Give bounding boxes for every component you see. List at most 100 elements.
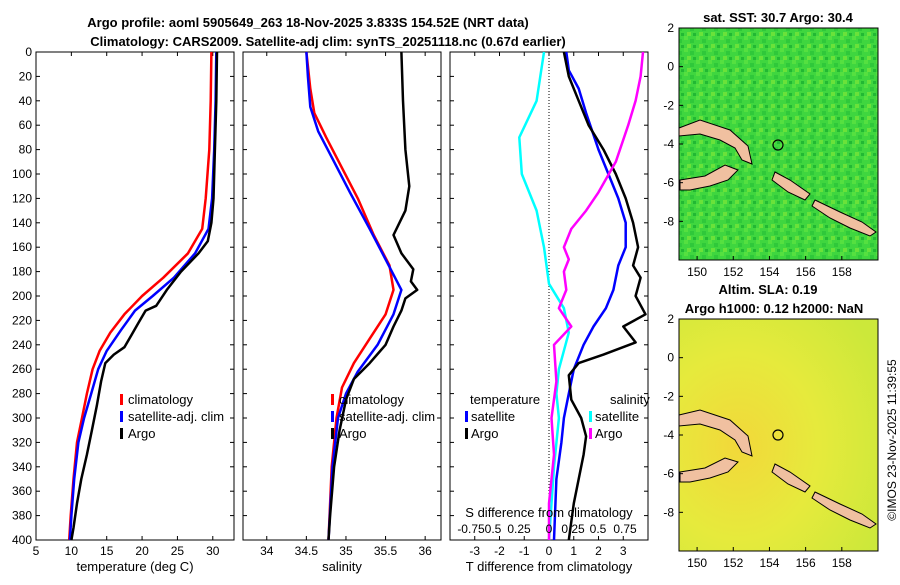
temperature-axes-box xyxy=(35,51,235,541)
s-diff-tick-label: 0.25 xyxy=(507,522,531,536)
legend-climatology-swatch xyxy=(331,394,334,405)
difference-x-ticks: -3 -2 -1 0 1 2 3 xyxy=(469,52,627,558)
s-diff-ticks: -0.75 0.5 0.25 0 0.25 0.5 0.75 xyxy=(457,522,637,536)
legend-s-satellite-label: satellite xyxy=(595,409,639,424)
legend-satellite-swatch xyxy=(331,411,334,422)
map-y-tick-label: -4 xyxy=(663,428,674,442)
y-tick-label: 320 xyxy=(12,435,32,449)
map-y-tick-label: 0 xyxy=(667,351,674,365)
map-y-tick-label: 2 xyxy=(667,312,674,326)
legend-argo-label: Argo xyxy=(128,426,155,441)
argo-location-marker xyxy=(772,429,784,441)
y-tick-label: 220 xyxy=(12,313,32,327)
x-tick-label: 15 xyxy=(100,544,114,558)
y-tick-label: 260 xyxy=(12,362,32,376)
legend-satellite-label: satellite-adj. clim xyxy=(128,409,224,424)
map-x-tick-label: 158 xyxy=(832,556,852,570)
map-x-tick-label: 150 xyxy=(687,556,707,570)
series-line-Argo xyxy=(327,51,419,541)
s-diff-tick-label: 0.5 xyxy=(590,522,607,536)
title-line-2: Climatology: CARS2009. Satellite-adj cli… xyxy=(90,34,565,49)
legend-climatology-label: climatology xyxy=(128,392,194,407)
map-x-tick-label: 158 xyxy=(832,265,852,279)
legend-s-satellite-swatch xyxy=(589,411,592,422)
imos-watermark: ©IMOS 23-Nov-2025 11:39:55 xyxy=(885,359,899,521)
y-tick-label: 380 xyxy=(12,509,32,523)
new-guinea-land xyxy=(678,119,753,165)
s-diff-tick-label: -0.75 xyxy=(457,522,485,536)
solomon-land xyxy=(811,491,877,529)
s-diff-axis-label: S difference from climatology xyxy=(465,505,633,520)
legend-temperature-title: temperature xyxy=(470,392,540,407)
map-y-tick-label: -8 xyxy=(663,505,674,519)
map-y-tick-label: -6 xyxy=(663,467,674,481)
series-line-T-Argo xyxy=(562,51,647,541)
legend-salinity-title: salinity xyxy=(610,392,650,407)
legend-argo-swatch xyxy=(331,428,334,439)
series-line-climatology xyxy=(305,51,395,541)
x-tick-label: 34.5 xyxy=(295,544,319,558)
map-y-tick-label: 2 xyxy=(667,21,674,35)
temperature-panel: 0 20 40 60 80 100 120 140 160 180 200 220 240 260 280 3… xyxy=(12,45,235,574)
map-x-tick-label: 156 xyxy=(796,556,816,570)
x-tick-label: 10 xyxy=(65,544,79,558)
x-tick-label: 5 xyxy=(33,544,40,558)
s-diff-tick-label: 0.75 xyxy=(613,522,637,536)
temperature-x-ticks: 5 10 15 20 25 30 xyxy=(33,52,220,558)
legend-climatology-label: climatology xyxy=(339,392,405,407)
difference-y-ticks xyxy=(450,51,648,541)
map-y-tick-label: -2 xyxy=(663,389,674,403)
x-tick-label: 30 xyxy=(206,544,220,558)
x-tick-label: 20 xyxy=(135,544,149,558)
legend-satellite-label: satellite-adj. clim xyxy=(339,409,435,424)
difference-legend-salinity: salinity satellite Argo xyxy=(589,392,650,441)
sla-map: Altim. SLA: 0.19 Argo h1000: 0.12 h2000:… xyxy=(663,282,879,570)
salinity-legend: climatology satellite-adj. clim Argo xyxy=(331,392,435,441)
y-tick-label: 100 xyxy=(12,167,32,181)
x-tick-label: 2 xyxy=(595,544,602,558)
difference-series xyxy=(518,51,647,541)
map-x-tick-label: 152 xyxy=(723,556,743,570)
salinity-series xyxy=(305,51,419,541)
x-tick-label: -2 xyxy=(494,544,505,558)
series-line-S-satellite xyxy=(518,51,571,541)
sla-map-title-2: Argo h1000: 0.12 h2000: NaN xyxy=(685,301,863,316)
y-tick-label: 0 xyxy=(25,45,32,59)
y-tick-label: 280 xyxy=(12,387,32,401)
y-tick-label: 140 xyxy=(12,216,32,230)
argo-location-marker xyxy=(772,139,784,151)
y-tick-label: 180 xyxy=(12,265,32,279)
salinity-y-ticks xyxy=(243,51,441,541)
map-x-tick-label: 154 xyxy=(759,556,779,570)
y-tick-label: 340 xyxy=(12,460,32,474)
map-x-tick-label: 152 xyxy=(723,265,743,279)
y-tick-label: 120 xyxy=(12,191,32,205)
map-x-tick-label: 150 xyxy=(687,265,707,279)
sla-map-title-1: Altim. SLA: 0.19 xyxy=(719,282,818,297)
y-tick-label: 400 xyxy=(12,533,32,547)
y-tick-label: 40 xyxy=(19,94,33,108)
map-y-tick-label: -4 xyxy=(663,137,674,151)
series-line-Argo xyxy=(70,51,219,541)
bougainville-land xyxy=(771,171,811,201)
x-tick-label: 0 xyxy=(546,544,553,558)
depth-ticks: 0 20 40 60 80 100 120 140 160 180 200 220 240 260 280 3… xyxy=(12,45,234,547)
x-tick-label: 34 xyxy=(260,544,274,558)
x-tick-label: -3 xyxy=(469,544,480,558)
y-tick-label: 200 xyxy=(12,289,32,303)
title-line-1: Argo profile: aoml 5905649_263 18-Nov-20… xyxy=(87,15,529,30)
x-tick-label: 35.5 xyxy=(374,544,398,558)
new-guinea-land xyxy=(678,409,753,457)
sst-map: sat. SST: 30.7 Argo: 30.4 150 152 154 156 15… xyxy=(663,10,879,279)
legend-argo-label: Argo xyxy=(339,426,366,441)
y-tick-label: 300 xyxy=(12,411,32,425)
x-tick-label: 36 xyxy=(418,544,432,558)
new-britain-land xyxy=(679,164,739,191)
x-tick-label: 25 xyxy=(171,544,185,558)
map-y-tick-label: 0 xyxy=(667,60,674,74)
legend-t-argo-swatch xyxy=(465,428,468,439)
y-tick-label: 20 xyxy=(19,69,33,83)
legend-s-argo-label: Argo xyxy=(595,426,622,441)
y-tick-label: 360 xyxy=(12,484,32,498)
